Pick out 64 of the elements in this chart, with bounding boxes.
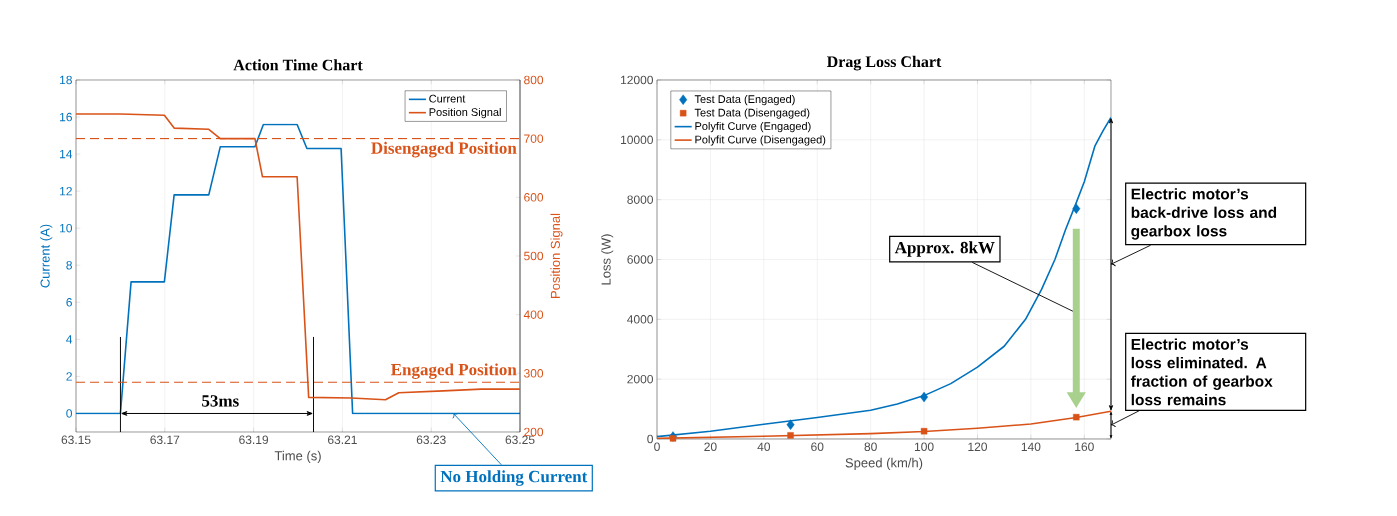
y-tick-label: 4 — [66, 335, 73, 344]
legend-label: Polyfit Curve (Engaged) — [695, 121, 811, 133]
y2-tick-label: 200 — [524, 427, 544, 437]
ref-line-label: Disengaged Position — [371, 141, 517, 158]
y-tick-label: 8 — [66, 261, 72, 270]
x-tick-label: 20 — [704, 442, 717, 452]
x-axis-title: Speed (km/h) — [845, 457, 923, 470]
x-tick-label: 100 — [914, 442, 934, 452]
legend-label: Position Signal — [429, 107, 501, 119]
y-tick-label: 18 — [60, 75, 72, 85]
y2-tick-label: 500 — [524, 251, 544, 261]
annotation: Approx. 8kW — [894, 241, 995, 257]
x-tick-label: 60 — [811, 442, 824, 452]
point — [920, 428, 928, 435]
ref-line-label: Engaged Position — [391, 363, 517, 379]
y-tick-label: 16 — [60, 112, 72, 122]
y2-tick-label: 300 — [524, 369, 544, 378]
text: Electric motor’s back-drive loss and gearbox loss — [1131, 188, 1277, 240]
y-tick-label: 6 — [66, 298, 72, 307]
chart-title: Drag Loss Chart — [826, 55, 942, 71]
x-tick-label: 63.15 — [61, 435, 91, 445]
y2-tick-label: 600 — [524, 193, 544, 202]
point — [786, 419, 795, 430]
x-tick-label: 63.23 — [416, 435, 446, 445]
x-tick-label: 63.19 — [239, 435, 269, 445]
x-tick-label: 120 — [968, 442, 988, 452]
x-tick-label: 160 — [1075, 442, 1094, 452]
x-axis-title: Time (s) — [274, 450, 321, 463]
x-tick-label: 63.25 — [505, 435, 535, 445]
y-tick-label: 6000 — [627, 255, 654, 264]
legend-label: Test Data (Engaged) — [694, 94, 795, 106]
y-tick-label: 10000 — [621, 135, 654, 145]
x-tick-label: 40 — [757, 442, 771, 452]
x-tick-label: 63.17 — [150, 435, 180, 445]
point — [920, 391, 929, 403]
legend-label: Test Data (Disengaged) — [694, 108, 810, 119]
y-tick-label: 12 — [60, 186, 72, 196]
y-axis-title: Current (A) — [40, 224, 53, 288]
annotation: No Holding Current — [440, 470, 588, 486]
y-axis-title: Loss (W) — [601, 234, 614, 285]
y-tick-label: 12000 — [621, 75, 654, 85]
x-tick-label: 140 — [1021, 442, 1041, 452]
y-tick-label: 2000 — [627, 374, 654, 384]
y2-tick-label: 700 — [524, 134, 544, 143]
annotation: 53ms — [202, 395, 239, 407]
y-tick-label: 0 — [66, 409, 73, 418]
y-tick-label: 14 — [60, 149, 73, 159]
point — [1073, 413, 1080, 421]
chart-title: Action Time Chart — [233, 59, 363, 71]
y-tick-label: 10 — [60, 223, 73, 233]
legend-label: Current — [429, 94, 466, 103]
y2-axis-title: Position Signal — [550, 213, 563, 298]
y2-tick-label: 400 — [523, 310, 544, 319]
legend-label: Polyfit Curve (Disengaged) — [695, 135, 826, 146]
y-tick-label: 8000 — [627, 195, 654, 204]
y-tick-label: 2 — [66, 372, 72, 381]
text: Electric motor’s loss eliminated. A fraction of gearbox loss remains — [1130, 338, 1273, 406]
y2-tick-label: 800 — [524, 75, 544, 85]
point — [669, 435, 677, 442]
x-tick-label: 80 — [864, 442, 877, 452]
x-tick-label: 63.21 — [328, 435, 357, 445]
point — [1072, 203, 1081, 214]
point — [787, 432, 794, 439]
y-tick-label: 4000 — [627, 315, 654, 324]
